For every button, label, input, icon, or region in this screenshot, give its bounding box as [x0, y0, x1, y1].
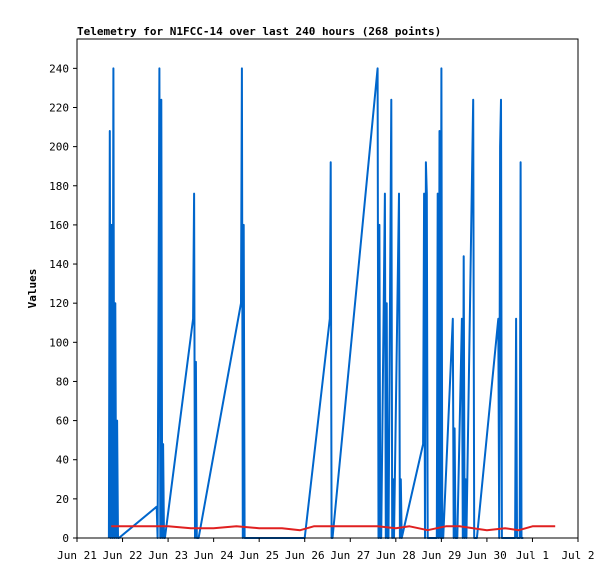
y-tick-label: 180: [49, 180, 69, 193]
x-tick-label: Jun 23: [148, 549, 188, 562]
x-tick-label: Jun 29: [421, 549, 461, 562]
x-tick-label: Jun 22: [103, 549, 143, 562]
y-tick-label: 80: [56, 375, 69, 388]
y-tick-label: 200: [49, 141, 69, 154]
y-tick-label: 140: [49, 258, 69, 271]
y-tick-label: 160: [49, 219, 69, 232]
y-axis-label: Values: [26, 269, 39, 309]
x-tick-label: Jun 21: [57, 549, 97, 562]
y-tick-label: 120: [49, 297, 69, 310]
y-tick-label: 40: [56, 454, 69, 467]
y-tick-label: 100: [49, 336, 69, 349]
x-tick-label: Jun 25: [239, 549, 279, 562]
x-tick-label: Jun 28: [376, 549, 416, 562]
series-layer: [107, 67, 556, 539]
y-tick-label: 60: [56, 415, 69, 428]
x-tick-label: Jun 30: [467, 549, 507, 562]
x-tick-label: Jun 24: [194, 549, 234, 562]
x-tick-label: Jul 1: [516, 549, 549, 562]
y-axis-ticks: 0 20 40 60 80 100 120 140 160 180 200 220 240: [49, 62, 77, 545]
series-2-line: [111, 525, 556, 532]
series-1-line: [107, 67, 524, 539]
chart-title: Telemetry for N1FCC-14 over last 240 hou…: [77, 25, 441, 38]
x-axis-ticks: Jun 21 Jun 22 Jun 23 Jun 24 Jun 25 Jun 26 Jun …: [57, 538, 595, 562]
x-tick-label: Jul 2: [561, 549, 594, 562]
plot-frame: [76, 38, 579, 539]
y-tick-label: 20: [56, 493, 69, 506]
y-tick-label: 220: [49, 101, 69, 114]
x-tick-label: Jun 26: [285, 549, 325, 562]
x-tick-label: Jun 27: [330, 549, 370, 562]
y-tick-label: 240: [49, 62, 69, 75]
y-tick-label: 0: [62, 532, 69, 545]
